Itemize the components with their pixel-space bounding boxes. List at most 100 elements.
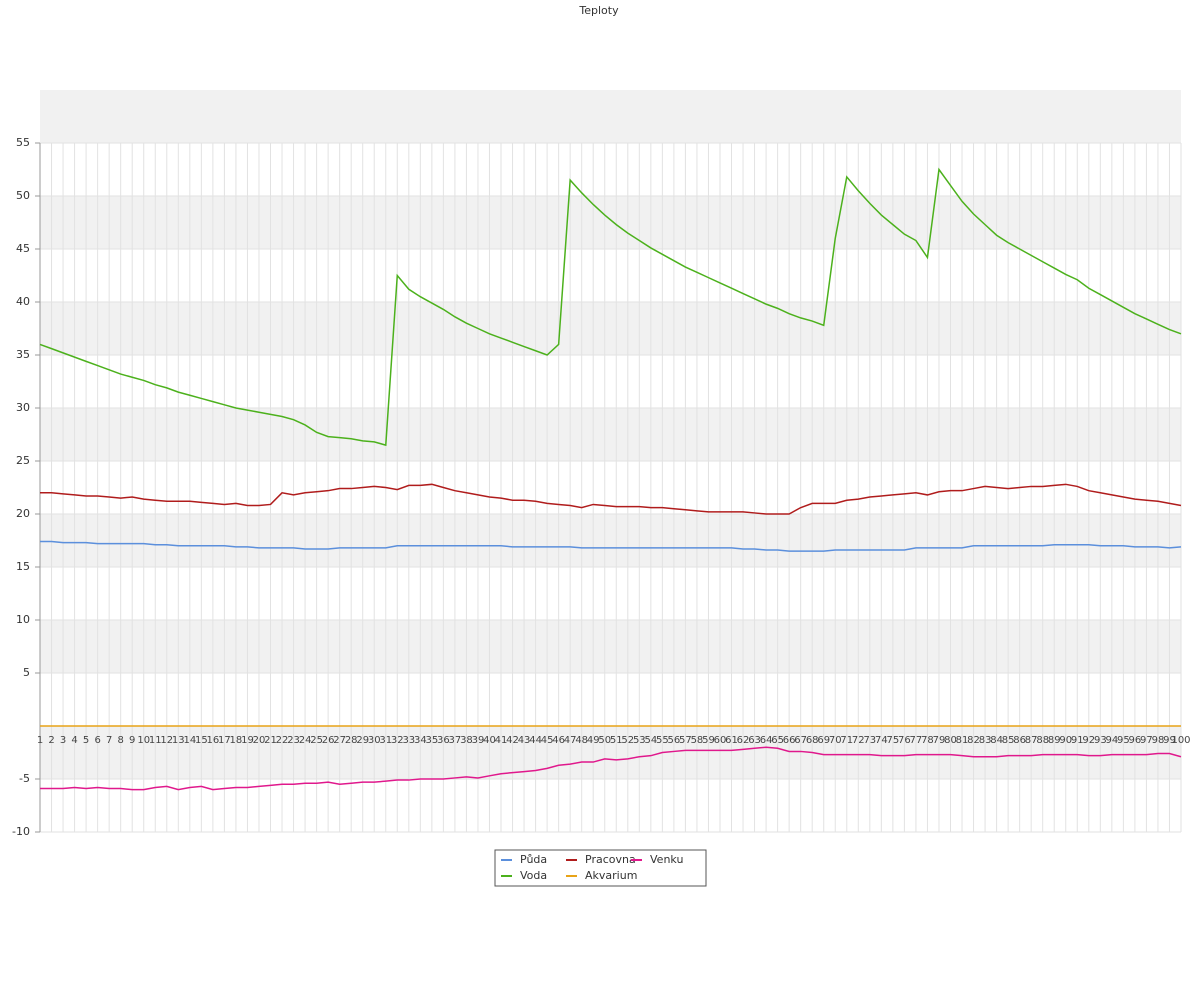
x-tick-label: 80 (944, 735, 957, 746)
y-tick-label: 35 (16, 348, 30, 361)
y-tick-label: 15 (16, 560, 30, 573)
x-tick-label: 14 (183, 735, 196, 746)
y-tick-label: 50 (16, 189, 30, 202)
x-tick-label: 18 (230, 735, 243, 746)
x-tick-label: 23 (287, 735, 300, 746)
x-tick-label: 30 (368, 735, 381, 746)
x-tick-label: 56 (668, 735, 681, 746)
x-tick-label: 36 (437, 735, 450, 746)
series-line (40, 483, 1182, 515)
x-tick-label: 64 (760, 735, 773, 746)
legend-label: Půda (520, 853, 547, 866)
x-tick-label: 82 (967, 735, 980, 746)
x-tick-label: 8 (117, 735, 123, 746)
x-tick-label: 75 (887, 735, 900, 746)
x-tick-label: 87 (1025, 735, 1038, 746)
x-tick-label: 99 (1163, 735, 1176, 746)
series-line (40, 540, 1182, 552)
x-tick-label: 47 (564, 735, 577, 746)
grid-band (40, 196, 1181, 249)
y-tick-label: 20 (16, 507, 30, 520)
x-tick-label: 97 (1140, 735, 1153, 746)
x-tick-label: 79 (933, 735, 946, 746)
x-tick-label: 78 (921, 735, 934, 746)
x-tick-label: 44 (529, 735, 542, 746)
grid-band (40, 514, 1181, 567)
x-tick-label: 90 (1059, 735, 1072, 746)
x-tick-label: 67 (794, 735, 807, 746)
x-tick-label: 24 (299, 735, 312, 746)
grid-band (40, 620, 1181, 673)
x-tick-label: 70 (829, 735, 842, 746)
x-tick-label: 58 (691, 735, 704, 746)
x-tick-label: 85 (1002, 735, 1015, 746)
x-tick-label: 41 (495, 735, 508, 746)
x-tick-label: 32 (391, 735, 404, 746)
x-tick-label: 4 (71, 735, 77, 746)
x-tick-label: 11 (149, 735, 162, 746)
x-tick-label: 77 (910, 735, 923, 746)
x-tick-label: 9 (129, 735, 135, 746)
x-tick-label: 86 (1013, 735, 1026, 746)
legend-box (494, 849, 707, 887)
chart-title: Teploty (578, 4, 619, 17)
y-tick-label: 40 (16, 295, 30, 308)
series-line (40, 746, 1182, 791)
x-tick-label: 60 (714, 735, 727, 746)
x-tick-label: 31 (379, 735, 392, 746)
x-tick-label: 94 (1105, 735, 1118, 746)
x-tick-label: 38 (460, 735, 473, 746)
grid-band (40, 408, 1181, 461)
x-tick-label: 48 (575, 735, 588, 746)
y-tick-label: 30 (16, 401, 30, 414)
x-tick-label: 25 (310, 735, 323, 746)
x-tick-label: 55 (656, 735, 669, 746)
x-tick-label: 65 (771, 735, 784, 746)
x-tick-label: 45 (541, 735, 554, 746)
y-tick-label: 25 (16, 454, 30, 467)
x-tick-label: 16 (207, 735, 220, 746)
series-line (39, 167, 1182, 447)
x-tick-label: 19 (241, 735, 254, 746)
x-tick-label: 49 (587, 735, 600, 746)
legend-label: Voda (520, 869, 547, 882)
x-tick-label: 28 (345, 735, 358, 746)
x-tick-label: 71 (840, 735, 853, 746)
x-tick-label: 83 (979, 735, 992, 746)
legend-label: Akvarium (585, 869, 637, 882)
x-tick-label: 66 (783, 735, 796, 746)
legend-label: Pracovna (585, 853, 636, 866)
x-tick-label: 52 (621, 735, 634, 746)
grid-band (40, 302, 1181, 355)
legend-label: Venku (650, 853, 683, 866)
x-tick-label: 93 (1094, 735, 1107, 746)
x-tick-label: 50 (598, 735, 611, 746)
x-tick-label: 73 (863, 735, 876, 746)
grid-band (40, 726, 1181, 779)
x-tick-label: 81 (956, 735, 969, 746)
x-tick-label: 20 (253, 735, 266, 746)
x-tick-label: 39 (472, 735, 485, 746)
x-tick-label: 2 (48, 735, 54, 746)
x-tick-label: 53 (633, 735, 646, 746)
x-tick-label: 17 (218, 735, 231, 746)
x-tick-label: 37 (449, 735, 462, 746)
y-tick-label: -5 (19, 772, 30, 785)
x-tick-label: 22 (276, 735, 289, 746)
x-tick-label: 13 (172, 735, 185, 746)
x-tick-label: 61 (725, 735, 738, 746)
x-tick-label: 74 (875, 735, 888, 746)
x-tick-label: 69 (817, 735, 830, 746)
y-tick-label: 10 (16, 613, 30, 626)
x-tick-label: 92 (1082, 735, 1095, 746)
x-tick-label: 27 (333, 735, 346, 746)
x-tick-label: 51 (610, 735, 623, 746)
x-tick-label: 59 (702, 735, 715, 746)
y-tick-label: 55 (16, 136, 30, 149)
y-tick-label: -10 (12, 825, 30, 838)
x-tick-label: 33 (402, 735, 415, 746)
x-tick-label: 89 (1048, 735, 1061, 746)
x-tick-label: 62 (737, 735, 750, 746)
x-tick-label: 95 (1117, 735, 1130, 746)
